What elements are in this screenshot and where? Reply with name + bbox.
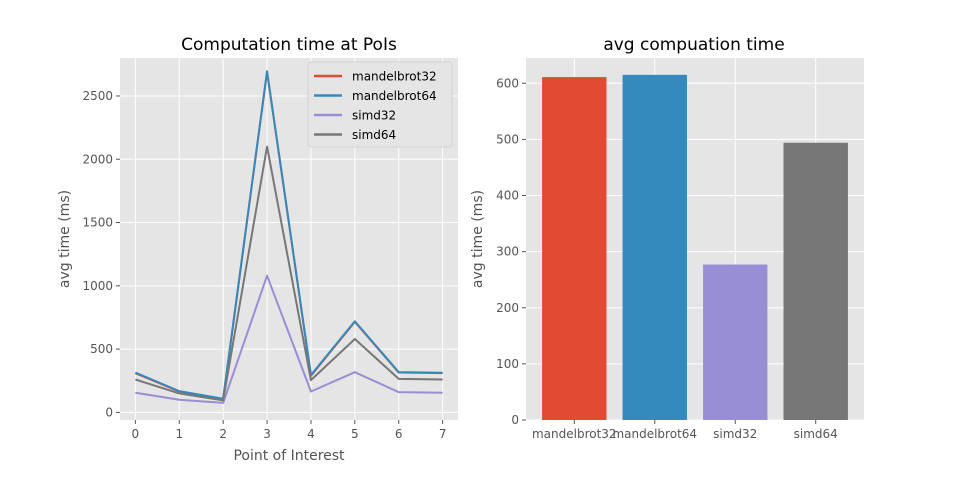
- line-chart-title: Computation time at PoIs: [181, 35, 397, 55]
- y-tick-label: 1000: [82, 279, 113, 293]
- series-line-mandelbrot64: [134, 70, 443, 400]
- line-chart-y-ticks: 0 500 1000 1500 2000 2500: [82, 89, 120, 419]
- legend: mandelbrot32 mandelbrot64 simd32 simd64: [307, 61, 453, 148]
- bar-chart: avg compuation time mandelbrot32mandelbr…: [470, 35, 864, 441]
- x-tick-label: 2: [219, 427, 227, 441]
- legend-label-mandelbrot32: mandelbrot32: [352, 70, 437, 84]
- y-tick-label: 400: [496, 189, 519, 203]
- y-tick-label: 0: [105, 405, 113, 419]
- x-tick-label: simd32: [713, 427, 757, 441]
- bar-simd64: [783, 142, 848, 420]
- legend-box: [307, 61, 453, 148]
- x-tick-label: 3: [263, 427, 271, 441]
- x-tick-label: mandelbrot64: [612, 427, 697, 441]
- line-chart: Computation time at PoIs 0 1 2 3 4 5 6 7 0 500 10…: [57, 35, 458, 464]
- y-tick-label: 200: [496, 301, 519, 315]
- x-tick-label: 0: [132, 427, 140, 441]
- x-tick-label: 7: [439, 427, 447, 441]
- bar-mandelbrot64: [622, 74, 687, 420]
- y-tick-label: 500: [90, 342, 113, 356]
- y-tick-label: 1500: [82, 216, 113, 230]
- line-chart-y-label: avg time (ms): [57, 190, 73, 288]
- bar-chart-y-ticks: 0 100 200 300 400 500 600: [496, 76, 526, 427]
- y-tick-label: 2500: [82, 89, 113, 103]
- x-tick-label: 4: [307, 427, 315, 441]
- bar-chart-y-label: avg time (ms): [470, 190, 486, 288]
- y-tick-label: 300: [496, 245, 519, 259]
- x-tick-label: simd64: [794, 427, 838, 441]
- x-tick-label: mandelbrot32: [532, 427, 617, 441]
- line-chart-x-ticks: 0 1 2 3 4 5 6 7: [132, 420, 447, 441]
- bar-mandelbrot32: [542, 77, 607, 421]
- line-chart-series: [134, 70, 443, 404]
- line-chart-x-label: Point of Interest: [233, 448, 345, 464]
- y-tick-label: 0: [511, 413, 519, 427]
- series-line-simd64: [135, 145, 443, 402]
- bar-simd32: [703, 264, 768, 420]
- y-tick-label: 2000: [82, 152, 113, 166]
- bar-chart-bars: [542, 74, 848, 421]
- y-tick-label: 500: [496, 132, 519, 146]
- x-tick-label: 5: [351, 427, 359, 441]
- x-tick-label: 6: [395, 427, 403, 441]
- series-line-simd32: [135, 274, 443, 404]
- bar-chart-title: avg compuation time: [603, 35, 784, 55]
- legend-label-simd64: simd64: [352, 128, 396, 142]
- legend-label-mandelbrot64: mandelbrot64: [352, 89, 437, 103]
- y-tick-label: 600: [496, 76, 519, 90]
- y-tick-label: 100: [496, 357, 519, 371]
- legend-label-simd32: simd32: [352, 109, 396, 123]
- x-tick-label: 1: [175, 427, 183, 441]
